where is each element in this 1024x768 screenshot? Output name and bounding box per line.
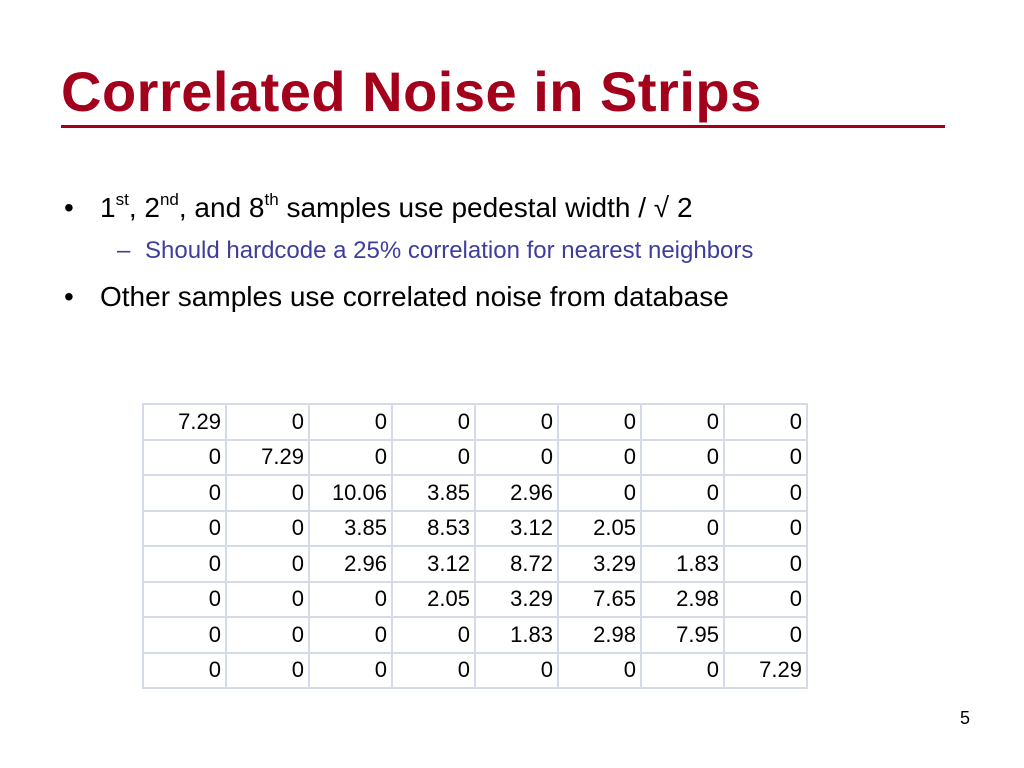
matrix-cell: 0 [142, 509, 227, 547]
matrix-row: 0 7.29 0 0 0 0 0 0 [142, 438, 808, 476]
matrix-cell: 0 [723, 403, 808, 441]
matrix-cell: 7.29 [225, 438, 310, 476]
matrix-cell: 0 [474, 403, 559, 441]
matrix-cell: 0 [391, 403, 476, 441]
matrix-cell: 2.05 [557, 509, 642, 547]
matrix-row: 0 0 0 0 0 0 0 7.29 [142, 651, 808, 689]
matrix-cell: 0 [391, 616, 476, 654]
matrix-cell: 0 [723, 580, 808, 618]
bullet-text-part: , 2 [128, 192, 160, 223]
matrix-cell: 0 [308, 616, 393, 654]
matrix-cell: 0 [225, 616, 310, 654]
matrix-cell: 0 [225, 545, 310, 583]
matrix-cell: 2.96 [308, 545, 393, 583]
matrix-cell: 0 [391, 438, 476, 476]
matrix-cell: 0 [308, 651, 393, 689]
matrix-cell: 0 [308, 438, 393, 476]
matrix-cell: 0 [225, 403, 310, 441]
bullet-marker: • [64, 192, 74, 223]
matrix-cell: 0 [723, 616, 808, 654]
matrix-cell: 7.95 [640, 616, 725, 654]
matrix-row: 0 0 3.85 8.53 3.12 2.05 0 0 [142, 509, 808, 547]
bullet-item-database-noise: • Other samples use correlated noise fro… [64, 281, 729, 313]
matrix-cell: 0 [557, 438, 642, 476]
bullet-text-part: samples use pedestal width / √ 2 [278, 192, 693, 223]
matrix-cell: 0 [640, 651, 725, 689]
matrix-cell: 0 [474, 651, 559, 689]
sub-bullet-marker: – [117, 237, 131, 264]
matrix-cell: 0 [640, 474, 725, 512]
slide-title: Correlated Noise in Strips [61, 60, 762, 123]
matrix-cell: 7.29 [142, 403, 227, 441]
matrix-cell: 0 [308, 580, 393, 618]
matrix-cell: 7.65 [557, 580, 642, 618]
matrix-cell: 0 [225, 474, 310, 512]
bullet-marker: • [64, 281, 74, 312]
matrix-cell: 0 [142, 545, 227, 583]
matrix-row: 0 0 0 2.05 3.29 7.65 2.98 0 [142, 580, 808, 618]
bullet-text-part: 1 [100, 192, 116, 223]
page-number: 5 [959, 708, 970, 728]
matrix-cell: 0 [225, 580, 310, 618]
matrix-cell: 8.53 [391, 509, 476, 547]
matrix-table: 7.29 0 0 0 0 0 0 0 0 7.29 0 0 0 0 0 0 0 0 10.06 3.85 2.96 0 0 0… [142, 403, 808, 689]
matrix-cell: 3.12 [474, 509, 559, 547]
matrix-cell: 0 [723, 509, 808, 547]
matrix-row: 0 0 10.06 3.85 2.96 0 0 0 [142, 474, 808, 512]
matrix-cell: 0 [723, 438, 808, 476]
matrix-cell: 0 [308, 403, 393, 441]
matrix-cell: 0 [225, 651, 310, 689]
matrix-cell: 0 [142, 474, 227, 512]
matrix-cell: 0 [142, 616, 227, 654]
ordinal-suffix: th [264, 189, 279, 209]
bullet-item-pedestal-width: • 1st, 2nd, and 8th samples use pedestal… [64, 189, 693, 224]
matrix-cell: 0 [142, 438, 227, 476]
sub-bullet-text: Should hardcode a 25% correlation for ne… [145, 237, 754, 264]
matrix-row: 0 0 2.96 3.12 8.72 3.29 1.83 0 [142, 545, 808, 583]
matrix-cell: 0 [723, 545, 808, 583]
matrix-cell: 8.72 [474, 545, 559, 583]
matrix-cell: 1.83 [640, 545, 725, 583]
correlation-matrix: 7.29 0 0 0 0 0 0 0 0 7.29 0 0 0 0 0 0 0 0 10.06 3.85 2.96 0 0 0… [142, 403, 808, 689]
matrix-cell: 2.98 [640, 580, 725, 618]
matrix-cell: 3.29 [557, 545, 642, 583]
matrix-cell: 0 [723, 474, 808, 512]
matrix-cell: 0 [557, 474, 642, 512]
matrix-cell: 3.12 [391, 545, 476, 583]
matrix-cell: 2.96 [474, 474, 559, 512]
matrix-cell: 0 [391, 651, 476, 689]
matrix-cell: 0 [557, 651, 642, 689]
matrix-cell: 0 [640, 403, 725, 441]
bullet-text-part: Other samples use correlated noise from … [100, 281, 729, 312]
matrix-cell: 0 [474, 438, 559, 476]
sub-bullet-item-correlation: – Should hardcode a 25% correlation for … [117, 237, 754, 265]
title-underline [61, 125, 945, 128]
ordinal-suffix: st [115, 189, 129, 209]
matrix-cell: 0 [225, 509, 310, 547]
matrix-cell: 2.05 [391, 580, 476, 618]
matrix-cell: 0 [142, 651, 227, 689]
matrix-cell: 0 [557, 403, 642, 441]
matrix-cell: 3.29 [474, 580, 559, 618]
matrix-cell: 0 [142, 580, 227, 618]
matrix-cell: 3.85 [391, 474, 476, 512]
bullet-text-part: , and 8 [178, 192, 265, 223]
matrix-cell: 7.29 [723, 651, 808, 689]
matrix-cell: 10.06 [308, 474, 393, 512]
matrix-cell: 1.83 [474, 616, 559, 654]
matrix-cell: 0 [640, 509, 725, 547]
matrix-cell: 3.85 [308, 509, 393, 547]
ordinal-suffix: nd [159, 189, 179, 209]
matrix-cell: 2.98 [557, 616, 642, 654]
matrix-row: 0 0 0 0 1.83 2.98 7.95 0 [142, 616, 808, 654]
matrix-row: 7.29 0 0 0 0 0 0 0 [142, 403, 808, 441]
matrix-cell: 0 [640, 438, 725, 476]
